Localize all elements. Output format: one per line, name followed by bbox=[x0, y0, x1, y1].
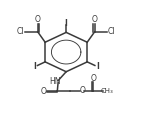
Text: Cl: Cl bbox=[17, 27, 25, 36]
Text: I: I bbox=[33, 62, 36, 71]
Text: I: I bbox=[65, 19, 68, 28]
Text: CH₃: CH₃ bbox=[100, 88, 113, 94]
Text: I: I bbox=[97, 62, 99, 71]
Text: O: O bbox=[90, 74, 96, 83]
Text: O: O bbox=[80, 86, 86, 95]
Text: HN: HN bbox=[49, 77, 61, 86]
Text: Cl: Cl bbox=[107, 27, 115, 36]
Text: O: O bbox=[40, 87, 46, 96]
Text: O: O bbox=[92, 15, 98, 25]
Text: O: O bbox=[35, 15, 41, 25]
